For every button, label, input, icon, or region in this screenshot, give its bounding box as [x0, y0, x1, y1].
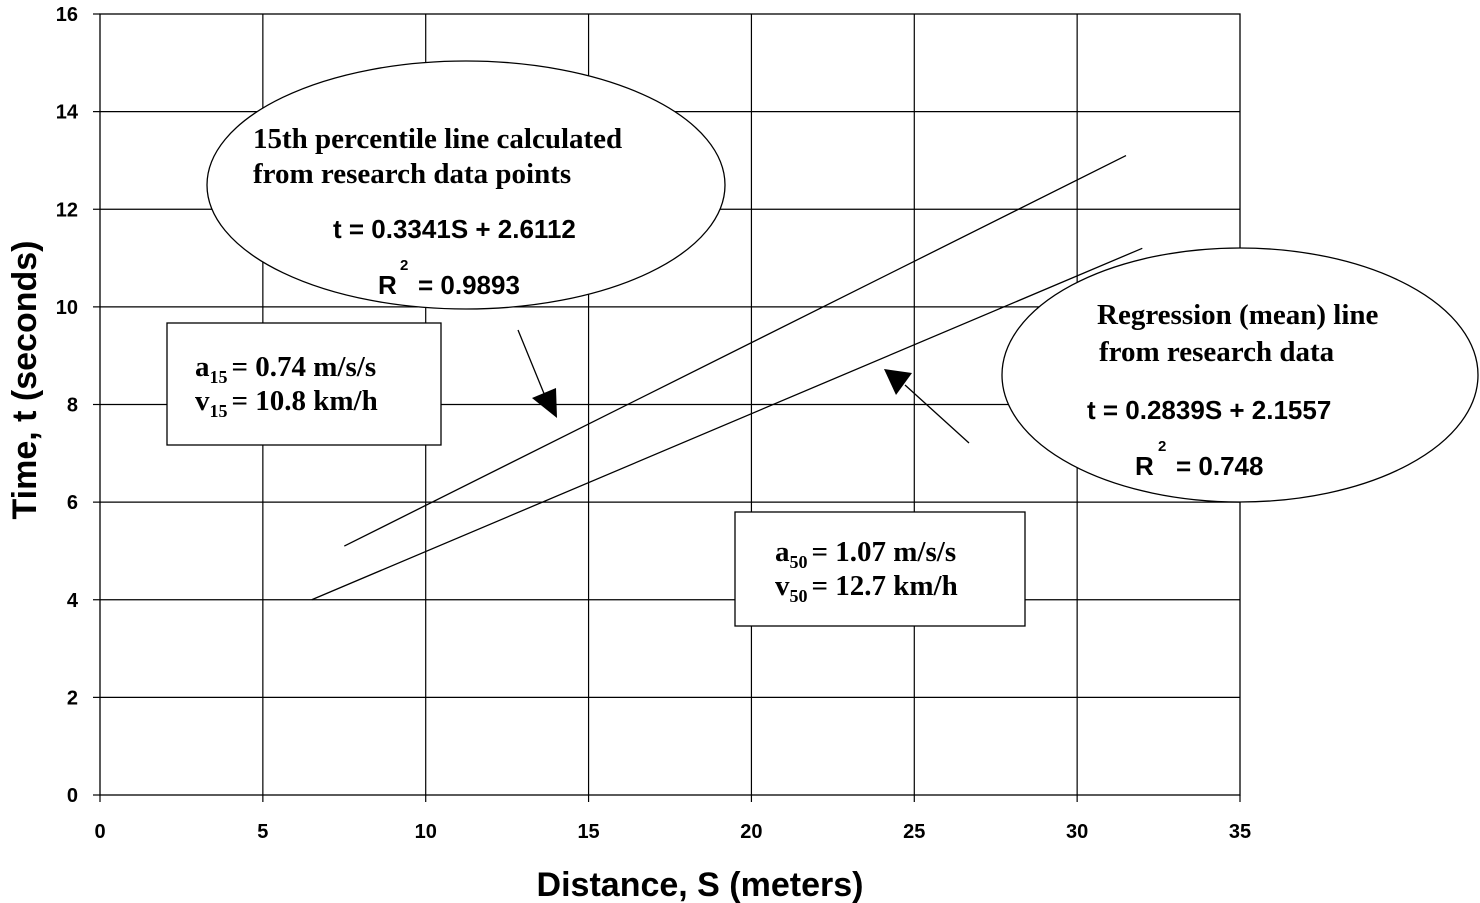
x-tick-label: 25: [903, 821, 925, 843]
mean-r2-symbol: R: [1135, 451, 1154, 481]
y-tick-label: 10: [56, 297, 78, 319]
mean-callout: Regression (mean) line from research dat…: [1001, 247, 1479, 503]
y-tick-label: 16: [56, 4, 78, 26]
y-tick-label: 6: [67, 492, 78, 514]
p15-speed-symbol: v: [195, 385, 210, 417]
mean-arrow-head: [884, 369, 912, 395]
p15-arrow-head: [532, 388, 557, 418]
mean-accel-value: = 1.07 m/s/s: [812, 536, 957, 568]
series-group: [311, 154, 1143, 601]
p15-r2-value: = 0.9893: [418, 270, 520, 300]
y-tick-label: 2: [67, 687, 78, 709]
p15-callout-ellipse: [206, 60, 726, 310]
x-axis-title: Distance, S (meters): [537, 866, 864, 903]
p15-accel-value: = 0.74 m/s/s: [232, 351, 377, 383]
y-tick-label: 0: [67, 785, 78, 807]
mean-arrow-shaft: [904, 384, 970, 444]
mean-params-rect: [734, 511, 1026, 627]
mean-pointer-arrow: [884, 369, 970, 444]
y-tick-label: 14: [56, 102, 79, 124]
p15-equation: t = 0.3341S + 2.6112: [333, 214, 576, 244]
p15-speed-value: = 10.8 km/h: [232, 385, 378, 417]
x-tick-label: 35: [1229, 821, 1251, 843]
p15-r2-symbol: R: [378, 270, 397, 300]
mean-r2-exponent: 2: [1158, 438, 1166, 455]
mean-callout-line1: Regression (mean) line: [1097, 299, 1379, 331]
p15-accel-subscript: 15: [210, 367, 228, 387]
x-tick-label: 20: [740, 821, 762, 843]
mean-params-box: a50 = 1.07 m/s/s v50 = 12.7 km/h: [734, 511, 1026, 627]
series-line-p15: [343, 154, 1127, 547]
tick-labels: 0 5 10 15 20 25 30 35 0 2 4 6 8 10 12 14 16: [56, 4, 1251, 843]
x-tick-label: 5: [257, 821, 268, 843]
mean-accel: a50 = 1.07 m/s/s: [775, 536, 956, 572]
mean-speed-value: = 12.7 km/h: [812, 570, 958, 602]
mean-equation: t = 0.2839S + 2.1557: [1087, 395, 1331, 425]
p15-callout: 15th percentile line calculated from res…: [206, 60, 726, 310]
p15-callout-line2: from research data points: [253, 158, 571, 190]
series-line-mean: [311, 247, 1143, 601]
p15-params-rect: [166, 322, 442, 446]
p15-speed: v15 = 10.8 km/h: [195, 385, 378, 421]
y-tick-label: 4: [67, 590, 79, 612]
y-axis-title: Time, t (seconds): [6, 241, 44, 520]
x-tick-label: 0: [94, 821, 105, 843]
mean-callout-ellipse: [1001, 247, 1479, 503]
p15-arrow-shaft: [517, 329, 546, 397]
y-tick-label: 8: [67, 395, 78, 417]
mean-accel-subscript: 50: [790, 552, 808, 572]
mean-speed: v50 = 12.7 km/h: [775, 570, 958, 606]
x-tick-label: 15: [577, 821, 599, 843]
p15-callout-line1: 15th percentile line calculated: [253, 123, 622, 155]
mean-speed-symbol: v: [775, 570, 790, 602]
tick-marks: [93, 13, 1241, 802]
p15-params-box: a15 = 0.74 m/s/s v15 = 10.8 km/h: [166, 322, 442, 446]
p15-accel-symbol: a: [195, 351, 210, 383]
p15-speed-subscript: 15: [210, 401, 228, 421]
mean-accel-symbol: a: [775, 536, 790, 568]
mean-speed-subscript: 50: [790, 586, 808, 606]
mean-r2-value: = 0.748: [1176, 451, 1263, 481]
y-tick-label: 12: [56, 199, 78, 221]
x-tick-label: 30: [1066, 821, 1088, 843]
x-tick-label: 10: [415, 821, 437, 843]
p15-r2-exponent: 2: [400, 257, 408, 274]
mean-callout-line2: from research data: [1099, 336, 1335, 368]
p15-pointer-arrow: [517, 329, 557, 418]
p15-accel: a15 = 0.74 m/s/s: [195, 351, 376, 387]
